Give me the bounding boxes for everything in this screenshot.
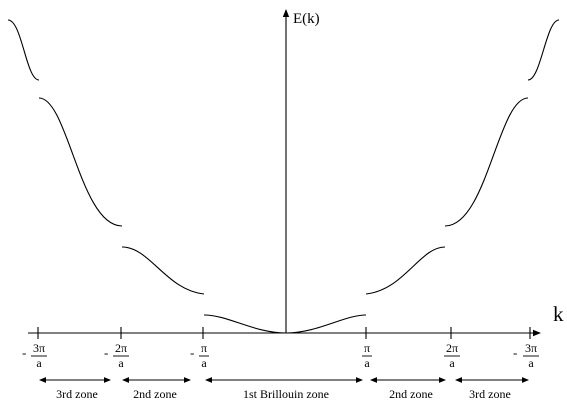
energy-bands xyxy=(7,19,560,334)
tick-label-numerator: π xyxy=(364,341,370,355)
tick-label-denominator: a xyxy=(528,356,534,370)
tick-label-denominator: a xyxy=(364,356,370,370)
zone-label: 3rd zone xyxy=(56,387,98,401)
band-4-left-curve xyxy=(7,19,40,81)
band-1-curve xyxy=(203,314,367,334)
y-axis-label: E(k) xyxy=(293,11,320,27)
tick-marks xyxy=(37,327,531,339)
tick-label-denominator: a xyxy=(36,356,42,370)
zone-labels: 3rd zone 2nd zone 1st Brillouin zone 2nd… xyxy=(56,387,511,401)
tick-label-neg2pi: - 2π a xyxy=(104,341,129,370)
tick-label-denominator: a xyxy=(118,356,124,370)
tick-label-pi: π a xyxy=(362,341,372,370)
band-4-right-curve xyxy=(527,19,560,81)
band-3-left-curve xyxy=(38,97,123,227)
zone-label: 3rd zone xyxy=(469,387,511,401)
tick-label-sign: - xyxy=(22,345,26,360)
zone-label: 2nd zone xyxy=(133,387,177,401)
tick-label-sign: - xyxy=(104,345,108,360)
tick-label-numerator: 3π xyxy=(33,341,45,355)
tick-label-3pi: - 3π a xyxy=(513,341,539,370)
tick-label-numerator: 2π xyxy=(446,341,458,355)
tick-label-denominator: a xyxy=(449,356,455,370)
tick-label-neg3pi: - 3π a xyxy=(22,341,47,370)
zone-label: 2nd zone xyxy=(389,387,433,401)
tick-label-sign: - xyxy=(513,345,517,360)
band-2-right-curve xyxy=(365,246,446,295)
tick-label-numerator: 2π xyxy=(115,341,127,355)
tick-label-negpi: - π a xyxy=(190,341,209,370)
band-3-right-curve xyxy=(444,97,529,227)
tick-label-sign: - xyxy=(190,345,194,360)
tick-label-numerator: π xyxy=(201,341,207,355)
zone-label: 1st Brillouin zone xyxy=(243,387,329,401)
band-2-left-curve xyxy=(121,246,205,295)
tick-label-denominator: a xyxy=(201,356,207,370)
tick-label-2pi: 2π a xyxy=(444,341,460,370)
x-axis-label: k xyxy=(553,302,564,326)
tick-label-numerator: 3π xyxy=(525,341,537,355)
